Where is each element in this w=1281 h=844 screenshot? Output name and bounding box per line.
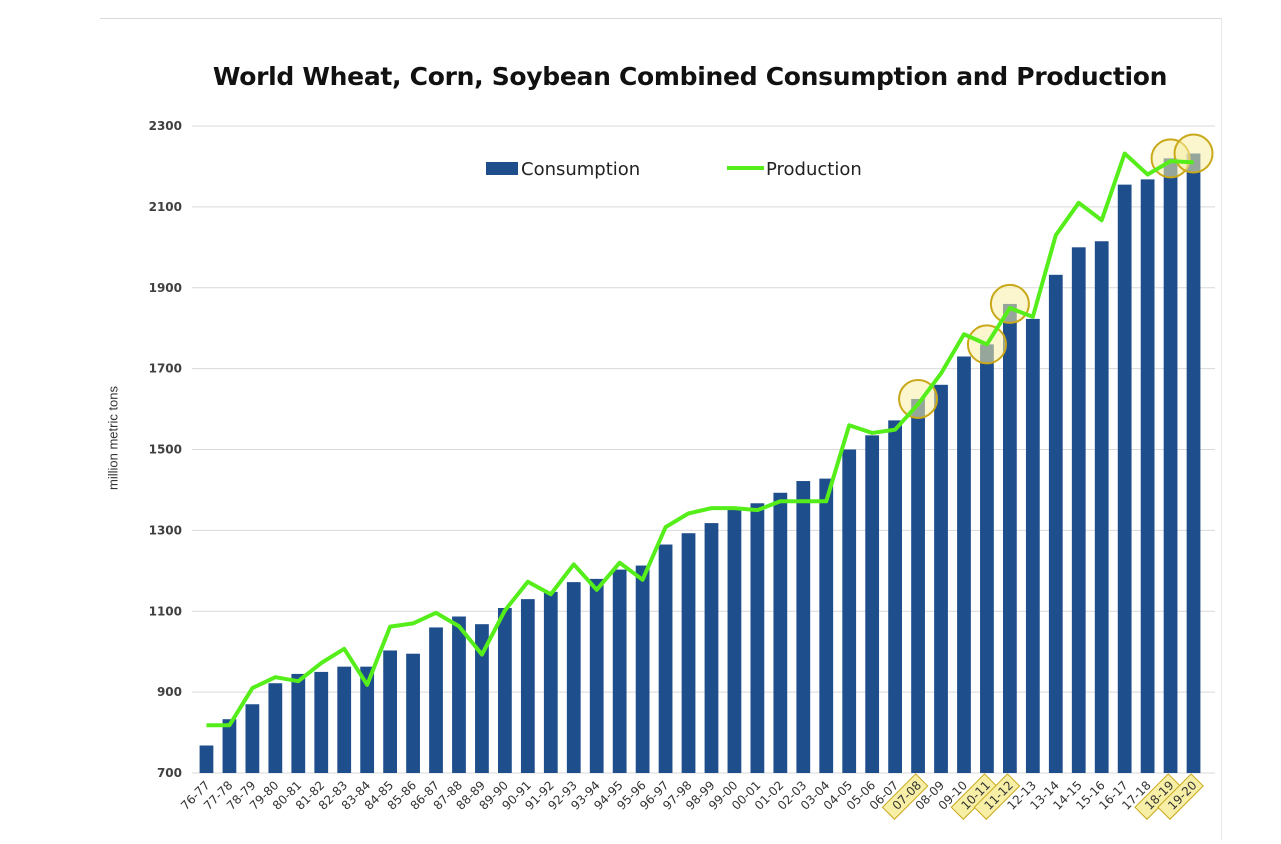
- consumption-bar: [819, 478, 834, 773]
- consumption-bar: [566, 582, 581, 773]
- y-tick-label: 2100: [149, 200, 182, 214]
- consumption-bar: [704, 523, 719, 773]
- y-tick-label: 1500: [149, 443, 182, 457]
- consumption-bar: [1003, 303, 1017, 773]
- y-tick-label: 1100: [149, 604, 182, 618]
- consumption-bar: [360, 666, 375, 773]
- consumption-bar: [635, 565, 650, 773]
- consumption-bar: [773, 492, 788, 773]
- y-tick-label: 1700: [149, 362, 182, 376]
- consumption-bar: [980, 344, 994, 773]
- y-tick-label: 900: [157, 685, 182, 699]
- chart-title: World Wheat, Corn, Soybean Combined Cons…: [212, 62, 1168, 91]
- legend: Consumption Production: [486, 159, 862, 180]
- consumption-bar: [865, 435, 880, 773]
- highlight-circle: [989, 283, 1030, 324]
- consumption-bar: [291, 673, 306, 773]
- consumption-bar: [1094, 241, 1109, 773]
- consumption-bar: [543, 591, 558, 773]
- consumption-bar: [452, 616, 466, 773]
- y-tick-label: 1300: [149, 523, 182, 537]
- consumption-bar: [1025, 318, 1040, 773]
- consumption-bar: [1186, 153, 1201, 773]
- consumption-bar: [429, 627, 443, 773]
- consumption-bar: [750, 503, 765, 773]
- consumption-bar: [1048, 274, 1063, 773]
- y-tick-label: 2300: [149, 119, 182, 133]
- consumption-bar: [842, 449, 857, 773]
- consumption-bar: [727, 509, 742, 773]
- legend-consumption-label: Consumption: [521, 159, 640, 180]
- y-tick-labels: 700 900 1100 1300 1500 1700 1900 2100 2300: [149, 119, 182, 780]
- consumption-bar: [681, 533, 696, 773]
- consumption-bar: [658, 544, 673, 773]
- x-tick: 19-20: [1157, 773, 1204, 820]
- chart-frame-right: [1221, 18, 1222, 840]
- legend-consumption-swatch: [486, 162, 518, 175]
- consumption-bar: [245, 704, 260, 773]
- consumption-bar: [1117, 184, 1132, 773]
- consumption-bar: [1140, 179, 1155, 773]
- gridlines: [192, 125, 1215, 774]
- x-tick-highlight-box: [881, 773, 929, 820]
- consumption-bar: [957, 356, 971, 773]
- legend-production-label: Production: [766, 159, 862, 180]
- consumption-bar: [498, 608, 512, 773]
- y-tick-label: 1900: [149, 281, 182, 295]
- chart-frame-top: [100, 18, 1222, 19]
- consumption-bars: [199, 153, 1201, 774]
- consumption-bar: [888, 420, 902, 773]
- consumption-bar: [383, 650, 397, 773]
- consumption-bar: [934, 384, 948, 773]
- consumption-bar: [589, 578, 604, 773]
- consumption-bar: [199, 745, 214, 773]
- highlight-circle: [1173, 133, 1214, 174]
- production-line: [206, 151, 1194, 728]
- consumption-bar: [337, 666, 352, 773]
- consumption-bar: [314, 671, 329, 773]
- y-tick-label: 700: [157, 766, 182, 780]
- x-tick-highlight-box: [973, 773, 1021, 820]
- consumption-bar: [796, 481, 811, 773]
- consumption-bar: [520, 599, 535, 773]
- consumption-bar: [268, 683, 283, 773]
- consumption-bar: [406, 653, 420, 773]
- x-tick-highlight-box: [1157, 773, 1204, 820]
- consumption-bar: [612, 569, 627, 773]
- consumption-bar: [475, 624, 489, 773]
- x-tick-labels: 76-7777-7878-7979-8080-8181-8282-8383-84…: [178, 773, 1204, 820]
- consumption-bar: [1163, 158, 1178, 774]
- consumption-bar: [1071, 247, 1086, 773]
- consumption-bar: [911, 398, 925, 773]
- consumption-bar: [222, 719, 237, 773]
